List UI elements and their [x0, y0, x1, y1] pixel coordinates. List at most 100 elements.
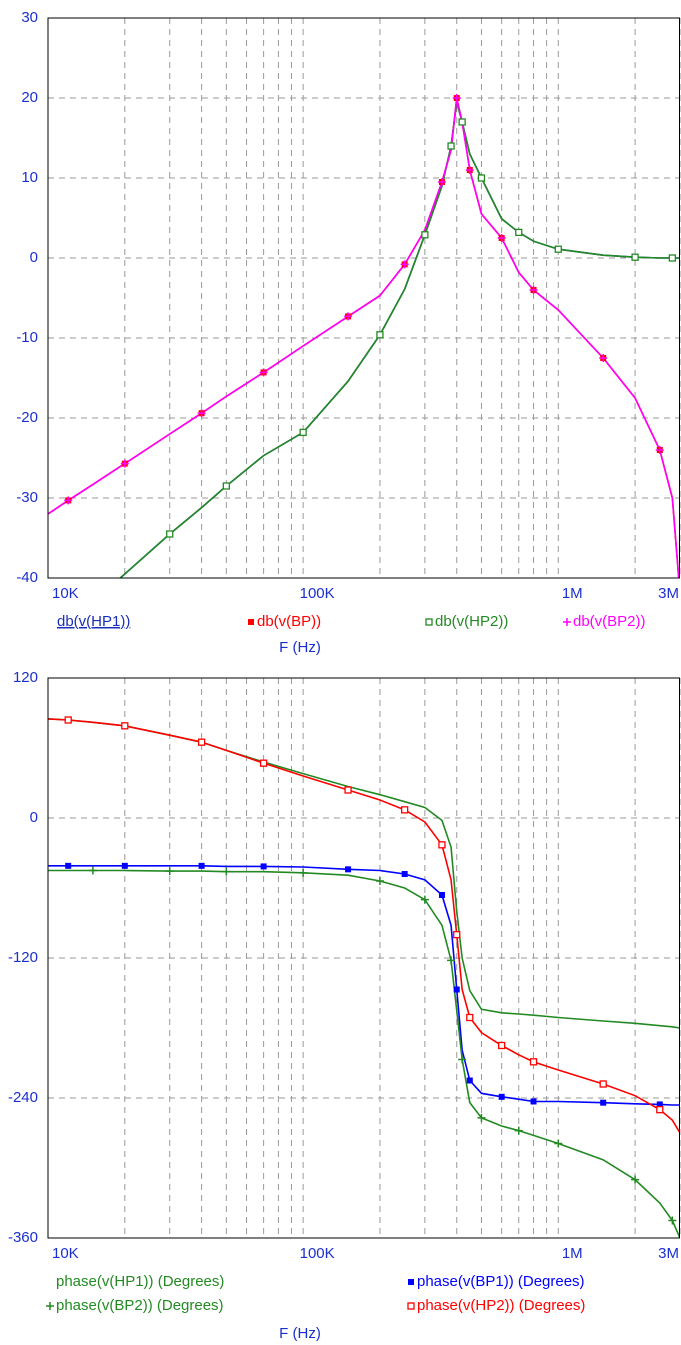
y-tick-label: -30: [16, 489, 38, 506]
legend-symbol: [248, 619, 254, 625]
marker: [514, 1126, 523, 1135]
y-tick-label: -120: [8, 949, 38, 966]
marker: [438, 841, 446, 849]
plot-lines: [48, 94, 680, 605]
x-tick-label: 10K: [52, 585, 79, 602]
marker: [401, 806, 409, 814]
marker: [466, 1077, 473, 1084]
marker: [656, 1101, 663, 1108]
legend-symbol: [425, 618, 433, 626]
legend-label: phase(v(BP1)) (Degrees): [417, 1273, 585, 1290]
x-tick-label: 100K: [300, 1245, 335, 1262]
x-tick-label: 100K: [300, 585, 335, 602]
marker: [64, 716, 72, 724]
marker: [90, 599, 96, 605]
y-tick-label: 120: [13, 669, 38, 686]
legend-label: phase(v(BP2)) (Degrees): [56, 1297, 224, 1314]
legend-label: db(v(BP2)): [573, 613, 646, 630]
marker: [477, 1113, 486, 1122]
legend-symbol: [407, 1302, 415, 1310]
series-line: [48, 718, 680, 1134]
plot-frame: [47, 677, 680, 1239]
y-tick-label: -240: [8, 1089, 38, 1106]
plot-frame: [47, 17, 680, 579]
marker: [222, 867, 231, 876]
marker: [259, 759, 268, 767]
marker: [530, 1098, 537, 1105]
marker: [197, 738, 206, 746]
x-axis-title: F (Hz): [279, 1325, 321, 1342]
marker: [498, 1093, 505, 1100]
marker: [600, 1099, 607, 1106]
marker: [554, 1139, 563, 1148]
marker: [344, 312, 353, 321]
marker: [631, 253, 639, 261]
marker: [655, 446, 664, 454]
marker: [458, 118, 466, 126]
series-line: [48, 97, 680, 578]
x-tick-label: 1M: [562, 585, 583, 602]
marker: [668, 254, 677, 262]
legend-label: db(v(BP)): [257, 613, 321, 630]
legend-label: phase(v(HP1)) (Degrees): [56, 1273, 224, 1290]
marker: [345, 866, 352, 873]
x-tick-label: 10K: [52, 1245, 79, 1262]
marker: [453, 931, 461, 939]
marker: [121, 862, 128, 869]
marker: [420, 895, 429, 904]
marker: [421, 231, 429, 239]
marker: [453, 986, 460, 993]
marker: [165, 867, 174, 876]
marker: [65, 862, 72, 869]
marker: [437, 178, 446, 186]
x-tick-label: 3M: [658, 1245, 679, 1262]
marker: [376, 331, 384, 339]
marker: [166, 530, 174, 538]
plot-lines: [48, 716, 680, 1238]
marker: [515, 228, 523, 237]
marker: [64, 496, 73, 505]
marker: [260, 863, 267, 870]
marker: [344, 786, 352, 794]
legend-symbol: [408, 1279, 414, 1285]
marker: [656, 1106, 664, 1114]
y-tick-label: -20: [16, 409, 38, 426]
marker: [299, 428, 307, 437]
y-tick-label: 0: [30, 249, 38, 266]
marker: [458, 1055, 467, 1064]
marker: [668, 1216, 677, 1225]
y-tick-label: -360: [8, 1229, 38, 1246]
marker: [498, 1041, 506, 1050]
x-tick-label: 3M: [658, 585, 679, 602]
x-tick-label: 1M: [562, 1245, 583, 1262]
marker: [465, 166, 474, 174]
y-tick-label: 0: [30, 809, 38, 826]
legend-symbol: [46, 1302, 54, 1310]
y-tick-label: -40: [16, 569, 38, 586]
marker: [631, 1175, 640, 1184]
y-tick-label: -10: [16, 329, 38, 346]
series-line: [48, 869, 680, 1238]
legend-symbol: [563, 618, 571, 626]
marker: [447, 142, 455, 150]
marker: [529, 286, 538, 294]
marker: [198, 862, 205, 869]
marker: [88, 866, 97, 875]
legend-label: phase(v(HP2)) (Degrees): [417, 1297, 585, 1314]
marker: [259, 368, 268, 377]
legend-label: db(v(HP1)): [57, 613, 130, 630]
marker: [401, 871, 408, 877]
y-tick-label: 30: [21, 9, 38, 26]
y-tick-label: 20: [21, 89, 38, 106]
marker: [299, 868, 308, 877]
marker: [438, 892, 445, 898]
marker: [120, 459, 129, 468]
marker: [452, 94, 461, 102]
marker: [466, 1013, 474, 1022]
series-line: [48, 865, 680, 1106]
marker: [477, 174, 486, 182]
marker: [121, 722, 129, 730]
marker: [375, 877, 384, 885]
marker: [447, 956, 456, 965]
